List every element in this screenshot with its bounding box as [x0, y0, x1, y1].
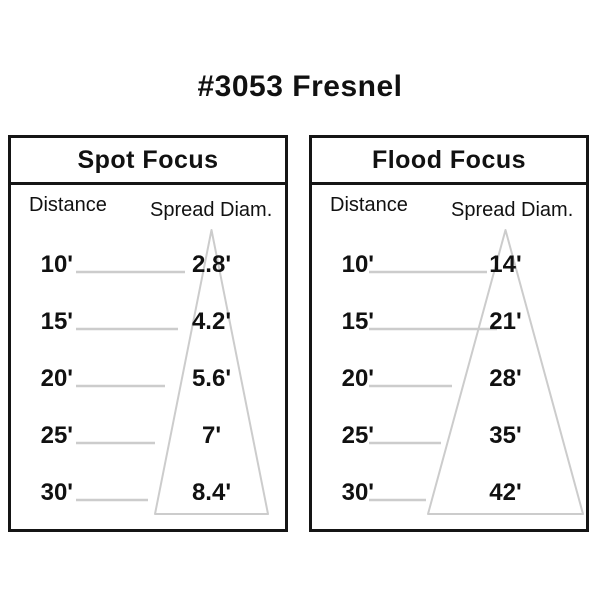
distance-column-header: Distance	[29, 194, 107, 216]
flood-focus-header: Flood Focus	[312, 138, 586, 185]
spread-value: 8.4'	[191, 479, 232, 506]
spread-value: 14'	[489, 251, 522, 278]
distance-value: 10'	[341, 251, 374, 278]
beam-cone-shape	[154, 229, 269, 515]
spot-focus-body: Distance Spread Diam. 10' 2.8' 15' 4.2' …	[11, 185, 285, 532]
spot-focus-header: Spot Focus	[11, 138, 285, 185]
spread-value: 2.8'	[191, 251, 232, 278]
flood-focus-body: Distance Spread Diam. 10' 14' 15' 21' 20…	[312, 185, 586, 532]
distance-value: 15'	[341, 308, 374, 335]
distance-column-header: Distance	[330, 194, 408, 216]
distance-value: 25'	[341, 422, 374, 449]
distance-value: 20'	[40, 365, 73, 392]
distance-value: 20'	[341, 365, 374, 392]
spread-value: 42'	[489, 479, 522, 506]
spot-focus-panel: Spot Focus Distance Spread Diam. 10' 2.8…	[8, 135, 288, 532]
flood-focus-panel: Flood Focus Distance Spread Diam. 10' 14…	[309, 135, 589, 532]
spread-value: 35'	[489, 422, 522, 449]
spread-column-header: Spread Diam.	[451, 199, 574, 221]
spread-value: 4.2'	[191, 308, 232, 335]
distance-value: 10'	[40, 251, 73, 278]
flood-beam-diagram	[369, 229, 584, 515]
spread-column-header: Spread Diam.	[150, 199, 273, 221]
spread-value: 7'	[201, 422, 222, 449]
spot-focus-header-label: Spot Focus	[77, 145, 219, 174]
spread-value: 21'	[489, 308, 522, 335]
page-title: #3053 Fresnel	[197, 70, 403, 103]
distance-value: 30'	[341, 479, 374, 506]
spread-value: 28'	[489, 365, 522, 392]
distance-value: 15'	[40, 308, 73, 335]
spread-value: 5.6'	[191, 365, 232, 392]
distance-value: 25'	[40, 422, 73, 449]
beam-cone-shape	[427, 229, 584, 515]
spot-beam-diagram	[76, 229, 269, 515]
distance-value: 30'	[40, 479, 73, 506]
flood-focus-header-label: Flood Focus	[371, 145, 527, 174]
